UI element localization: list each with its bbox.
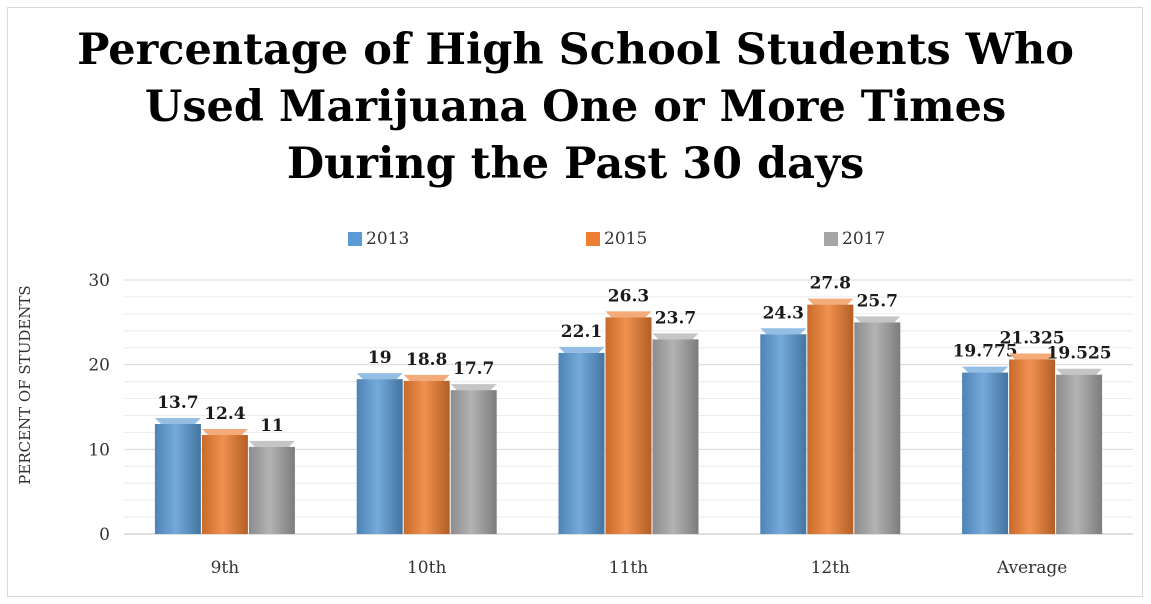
bar-2015-12th [807, 304, 854, 534]
bar-top-2013-11th [558, 346, 605, 353]
legend-label-2015: 2015 [604, 229, 648, 249]
bar-top-2015-Average [1009, 353, 1056, 360]
legend-swatch-2017 [824, 232, 838, 246]
legend-swatch-2015 [586, 232, 600, 246]
legend-item-2017: 2017 [824, 228, 885, 250]
bar-top-2013-Average [962, 366, 1009, 373]
bar-2017-10th [450, 390, 497, 534]
x-tick-label-9th: 9th [211, 558, 240, 578]
legend-label-2013: 2013 [366, 229, 410, 249]
data-label-2015-12th: 27.8 [810, 274, 851, 294]
bar-top-2015-9th [201, 429, 248, 436]
x-tick-label-12th: 12th [811, 558, 850, 578]
bar-2017-9th [248, 446, 295, 534]
bar-top-2013-9th [154, 418, 201, 425]
data-label-2017-11th: 23.7 [655, 308, 696, 328]
chart-legend: 2013 2015 2017 [0, 228, 1151, 250]
legend-label-2017: 2017 [842, 229, 886, 249]
data-label-2017-9th: 11 [260, 416, 284, 436]
bar-top-2015-12th [807, 298, 854, 305]
data-label-2013-12th: 24.3 [763, 303, 804, 323]
bar-top-2017-12th [854, 316, 901, 323]
data-label-2017-12th: 25.7 [857, 291, 898, 311]
bar-2013-9th [154, 424, 201, 534]
chart-title-line-2: Used Marijuana One or More Times [144, 82, 1007, 132]
bar-top-2017-Average [1056, 368, 1103, 375]
bar-top-2015-11th [605, 311, 652, 318]
data-label-2015-10th: 18.8 [406, 350, 447, 370]
bar-top-2017-9th [248, 440, 295, 447]
chart-title: Percentage of High School Students Who U… [0, 22, 1151, 193]
bar-2013-Average [962, 372, 1009, 534]
y-tick-label: 30 [88, 271, 110, 291]
data-label-2013-11th: 22.1 [561, 322, 602, 342]
data-label-2015-9th: 12.4 [204, 404, 246, 424]
data-label-2013-9th: 13.7 [157, 393, 198, 413]
legend-item-2013: 2013 [348, 228, 409, 250]
bar-top-2017-10th [450, 384, 497, 391]
data-label-2015-Average: 21.325 [1000, 328, 1065, 348]
x-tick-label-11th: 11th [609, 558, 648, 578]
x-tick-label-Average: Average [996, 558, 1067, 578]
bar-top-2017-11th [652, 333, 699, 340]
x-tick-label-10th: 10th [407, 558, 446, 578]
data-label-2017-Average: 19.525 [1047, 344, 1112, 364]
data-label-2013-Average: 19.775 [953, 342, 1018, 362]
bar-top-2013-12th [760, 328, 807, 335]
bar-2015-Average [1009, 359, 1056, 534]
bar-2015-10th [403, 380, 450, 534]
chart-title-line-3: During the Past 30 days [286, 139, 865, 189]
data-label-2013-10th: 19 [368, 348, 392, 368]
y-tick-label: 10 [88, 440, 110, 460]
bar-2017-11th [652, 339, 699, 534]
y-tick-label: 20 [88, 356, 110, 376]
bar-2013-12th [760, 334, 807, 534]
bar-2017-12th [854, 322, 901, 534]
bar-2017-Average [1056, 374, 1103, 534]
bar-2015-11th [605, 317, 652, 534]
bar-2013-11th [558, 352, 605, 534]
bar-2015-9th [201, 435, 248, 534]
bar-top-2015-10th [403, 374, 450, 381]
bar-2013-10th [356, 379, 403, 534]
y-tick-label: 0 [99, 525, 110, 545]
chart-title-line-1: Percentage of High School Students Who [77, 25, 1074, 75]
bar-top-2013-10th [356, 373, 403, 380]
data-label-2017-10th: 17.7 [453, 359, 494, 379]
legend-swatch-2013 [348, 232, 362, 246]
legend-item-2015: 2015 [586, 228, 647, 250]
data-label-2015-11th: 26.3 [608, 286, 649, 306]
